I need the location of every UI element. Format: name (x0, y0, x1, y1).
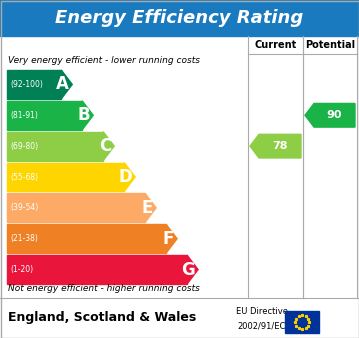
Text: (1-20): (1-20) (10, 265, 33, 274)
Text: Energy Efficiency Rating: Energy Efficiency Rating (55, 9, 304, 27)
Polygon shape (305, 103, 355, 127)
Text: F: F (163, 230, 174, 248)
Text: 78: 78 (272, 141, 288, 151)
Polygon shape (124, 163, 135, 191)
Text: B: B (78, 106, 90, 124)
Text: (92-100): (92-100) (10, 80, 43, 89)
Polygon shape (145, 193, 156, 222)
Polygon shape (166, 224, 177, 253)
Polygon shape (82, 101, 93, 130)
Bar (7, 163, 124, 191)
Text: C: C (99, 137, 111, 155)
Polygon shape (250, 134, 301, 158)
Text: Very energy efficient - lower running costs: Very energy efficient - lower running co… (8, 56, 200, 65)
Text: Not energy efficient - higher running costs: Not energy efficient - higher running co… (8, 284, 200, 293)
Text: G: G (181, 261, 195, 279)
Bar (7, 255, 187, 284)
Text: D: D (118, 168, 132, 186)
Text: (69-80): (69-80) (10, 142, 38, 151)
Text: (55-68): (55-68) (10, 172, 38, 182)
Text: Potential: Potential (305, 40, 355, 50)
Bar (7, 193, 145, 222)
Text: EU Directive: EU Directive (236, 307, 288, 316)
Bar (0, 0, 359, 36)
Polygon shape (61, 70, 72, 99)
Text: A: A (56, 75, 69, 93)
Bar (285, 311, 319, 333)
Text: 2002/91/EC: 2002/91/EC (238, 321, 286, 331)
Bar (7, 70, 61, 99)
Text: E: E (142, 199, 153, 217)
Bar (7, 101, 82, 130)
Text: Current: Current (255, 40, 297, 50)
Text: England, Scotland & Wales: England, Scotland & Wales (8, 312, 196, 324)
Polygon shape (187, 255, 198, 284)
Bar (7, 132, 103, 161)
Text: (81-91): (81-91) (10, 111, 38, 120)
Polygon shape (103, 132, 114, 161)
Text: (21-38): (21-38) (10, 234, 38, 243)
Text: (39-54): (39-54) (10, 203, 38, 212)
Text: 90: 90 (327, 110, 342, 120)
Bar (7, 224, 166, 253)
